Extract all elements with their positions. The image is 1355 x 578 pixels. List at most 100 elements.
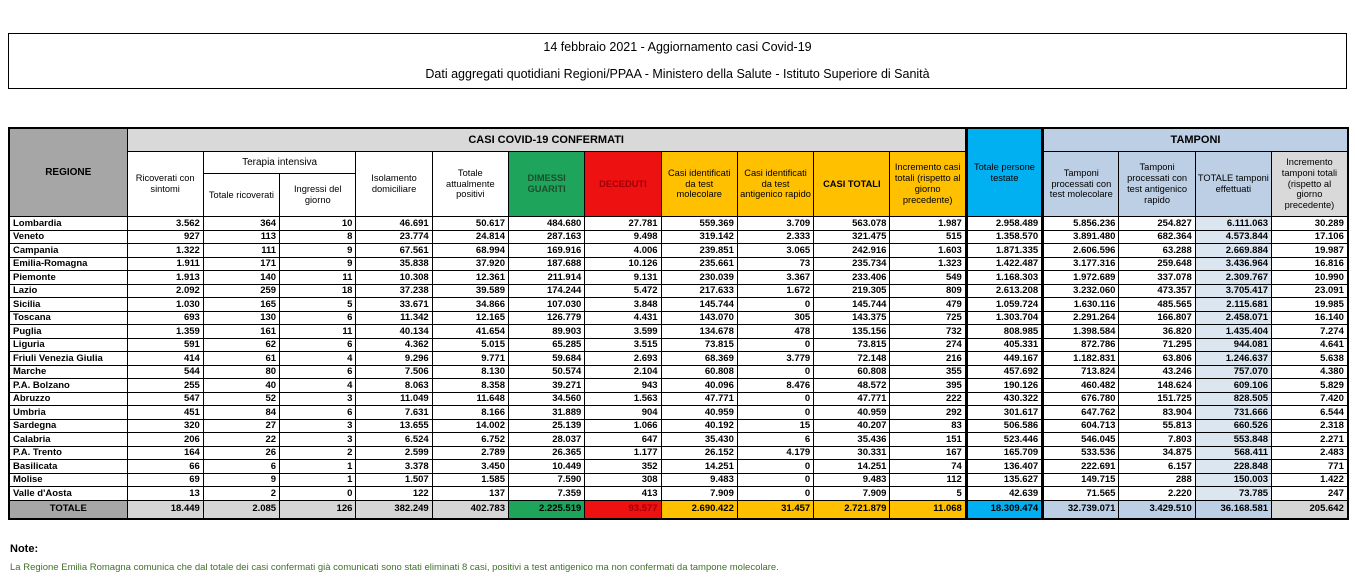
value-cell: 10.449 [507, 459, 586, 474]
value-cell: 145.744 [660, 297, 738, 312]
value-cell: 647 [584, 432, 662, 447]
value-cell: 136.407 [964, 459, 1045, 474]
value-cell: 1.358.570 [964, 229, 1045, 244]
value-cell: 9.296 [355, 351, 433, 366]
value-cell: 460.482 [1042, 378, 1120, 393]
value-cell: 239.851 [660, 243, 738, 258]
value-cell: 287.163 [507, 229, 586, 244]
value-cell: 107.030 [507, 297, 586, 312]
total-value-cell: 2.690.422 [660, 499, 738, 519]
header-tamponi-molecolare: Tamponi processati con test molecolare [1042, 151, 1120, 217]
region-cell: Sicilia [8, 297, 128, 312]
value-cell: 10.126 [584, 256, 662, 271]
value-cell: 11 [279, 324, 357, 339]
value-cell: 872.786 [1042, 337, 1120, 352]
value-cell: 165.709 [964, 445, 1045, 460]
value-cell: 167 [889, 445, 967, 460]
region-cell: Veneto [8, 229, 128, 244]
value-cell: 122 [355, 486, 433, 501]
region-cell: Friuli Venezia Giulia [8, 351, 128, 366]
header-deceduti: DECEDUTI [584, 151, 662, 217]
value-cell: 73 [736, 256, 815, 271]
value-cell: 30.331 [813, 445, 891, 460]
value-cell: 1.359 [126, 324, 204, 339]
value-cell: 473.357 [1118, 283, 1196, 298]
value-cell: 187.688 [507, 256, 586, 271]
value-cell: 1.059.724 [964, 297, 1045, 312]
value-cell: 308 [584, 472, 662, 487]
value-cell: 430.322 [964, 391, 1045, 406]
value-cell: 7.909 [660, 486, 738, 501]
total-value-cell: 2.085 [202, 499, 281, 519]
value-cell: 927 [126, 229, 204, 244]
value-cell: 34.875 [1118, 445, 1196, 460]
value-cell: 3.848 [584, 297, 662, 312]
value-cell: 3.450 [431, 459, 509, 474]
value-cell: 4.431 [584, 310, 662, 325]
value-cell: 11.049 [355, 391, 433, 406]
region-cell: Molise [8, 472, 128, 487]
value-cell: 219.305 [813, 283, 891, 298]
value-cell: 26.152 [660, 445, 738, 460]
value-cell: 34.560 [507, 391, 586, 406]
value-cell: 60.808 [813, 364, 891, 379]
value-cell: 23.774 [355, 229, 433, 244]
table-row: Basilicata 66 6 1 3.378 3.450 10.449 352 14.251 0… [8, 459, 1349, 474]
value-cell: 165 [202, 297, 281, 312]
value-cell: 13 [126, 486, 204, 501]
value-cell: 413 [584, 486, 662, 501]
value-cell: 9.483 [660, 472, 738, 487]
total-label-cell: TOTALE [8, 499, 128, 519]
value-cell: 546.045 [1042, 432, 1120, 447]
value-cell: 61 [202, 351, 281, 366]
value-cell: 506.586 [964, 418, 1045, 433]
value-cell: 904 [584, 405, 662, 420]
value-cell: 485.565 [1118, 297, 1196, 312]
header-casi-molecolare: Casi identificati da test molecolare [660, 151, 738, 217]
value-cell: 809 [889, 283, 967, 298]
value-cell: 647.762 [1042, 405, 1120, 420]
value-cell: 255 [126, 378, 204, 393]
header-attualmente-positivi: Totale attualmente positivi [431, 151, 509, 217]
value-cell: 148.624 [1118, 378, 1196, 393]
value-cell: 2.599 [355, 445, 433, 460]
value-cell: 126.779 [507, 310, 586, 325]
value-cell: 30.289 [1271, 216, 1349, 231]
value-cell: 3 [279, 432, 357, 447]
value-cell: 4.179 [736, 445, 815, 460]
header-incremento-tamponi: Incremento tamponi totali (rispetto al g… [1271, 151, 1349, 217]
value-cell: 6 [202, 459, 281, 474]
value-cell: 405.331 [964, 337, 1045, 352]
value-cell: 2.220 [1118, 486, 1196, 501]
value-cell: 55.813 [1118, 418, 1196, 433]
header-tamponi-antigenico: Tamponi processati con test antigenico r… [1118, 151, 1196, 217]
value-cell: 321.475 [813, 229, 891, 244]
value-cell: 2.613.208 [964, 283, 1045, 298]
report-subtitle: Dati aggregati quotidiani Regioni/PPAA -… [425, 67, 930, 82]
value-cell: 72.148 [813, 351, 891, 366]
value-cell: 0 [736, 472, 815, 487]
value-cell: 2.104 [584, 364, 662, 379]
value-cell: 457.692 [964, 364, 1045, 379]
value-cell: 8.166 [431, 405, 509, 420]
value-cell: 609.106 [1194, 378, 1273, 393]
value-cell: 134.678 [660, 324, 738, 339]
total-value-cell: 2.721.879 [813, 499, 891, 519]
value-cell: 19.987 [1271, 243, 1349, 258]
region-cell: Piemonte [8, 270, 128, 285]
value-cell: 174.244 [507, 283, 586, 298]
value-cell: 1.303.704 [964, 310, 1045, 325]
value-cell: 6.157 [1118, 459, 1196, 474]
value-cell: 9.483 [813, 472, 891, 487]
region-cell: Lombardia [8, 216, 128, 231]
value-cell: 3.705.417 [1194, 283, 1273, 298]
region-cell: Abruzzo [8, 391, 128, 406]
value-cell: 2.092 [126, 283, 204, 298]
value-cell: 3.599 [584, 324, 662, 339]
table-row: Puglia 1.359 161 11 40.134 41.654 89.903 3.599 1… [8, 324, 1349, 339]
value-cell: 568.411 [1194, 445, 1273, 460]
value-cell: 533.536 [1042, 445, 1120, 460]
value-cell: 1.168.303 [964, 270, 1045, 285]
value-cell: 1.030 [126, 297, 204, 312]
value-cell: 161 [202, 324, 281, 339]
